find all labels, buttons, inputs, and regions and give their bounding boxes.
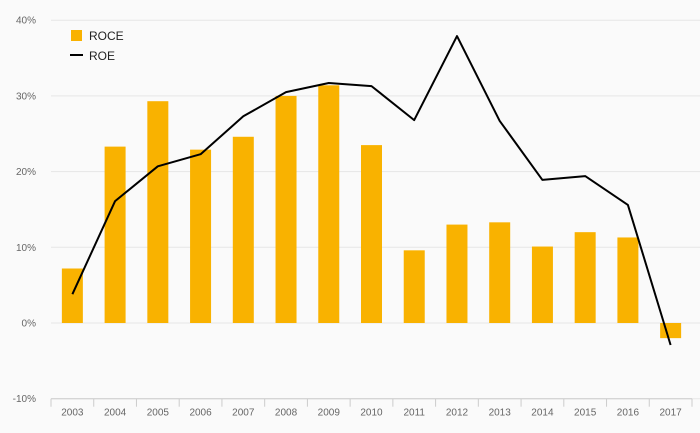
roce-bar [318, 85, 340, 323]
legend: ROCE ROE [70, 29, 124, 63]
roce-bar [361, 145, 382, 323]
y-axis-tick-labels: -10% 0% 10% 20% 30% 40% [13, 16, 36, 406]
roce-bars [61, 85, 682, 339]
roce-bar [104, 146, 126, 323]
y-tick-label: 20% [16, 167, 36, 178]
roce-bar [190, 149, 212, 323]
y-tick-label: -10% [13, 394, 36, 405]
x-tick-label: 2010 [360, 408, 383, 419]
x-axis-tick-labels: 2003 2004 2005 2006 2007 2008 2009 2010 2011 2012… [61, 408, 682, 419]
x-tick-label: 2009 [318, 408, 341, 419]
roce-bar [574, 232, 596, 323]
legend-swatch-roce [71, 30, 82, 41]
x-tick-label: 2017 [660, 408, 683, 419]
roce-bar [232, 136, 254, 323]
roce-bar [147, 101, 169, 323]
x-tick-label: 2004 [104, 408, 127, 419]
x-tick-label: 2012 [446, 408, 469, 419]
x-tick-label: 2015 [574, 408, 597, 419]
legend-label-roe: ROE [89, 49, 115, 63]
roce-bar [489, 222, 511, 323]
x-tick-label: 2008 [275, 408, 298, 419]
x-tick-label: 2005 [147, 408, 170, 419]
x-tick-label: 2006 [189, 408, 212, 419]
y-tick-label: 0% [22, 319, 37, 330]
x-tick-label: 2003 [61, 408, 84, 419]
x-tick-label: 2013 [489, 408, 512, 419]
roce-bar [660, 323, 682, 339]
roce-bar [446, 224, 468, 323]
x-tick-label: 2007 [232, 408, 255, 419]
x-tick-label: 2014 [531, 408, 554, 419]
y-tick-label: 30% [16, 91, 36, 102]
roce-bar [403, 250, 425, 323]
x-axis [50, 398, 693, 407]
roce-bar [275, 95, 297, 324]
x-tick-label: 2016 [617, 408, 640, 419]
y-tick-label: 40% [16, 16, 36, 27]
roce-bar [531, 246, 553, 323]
legend-label-roce: ROCE [89, 29, 124, 43]
roce-bar [617, 237, 639, 323]
x-tick-label: 2011 [403, 408, 425, 419]
roe-line [71, 35, 672, 346]
y-tick-label: 10% [16, 243, 36, 254]
